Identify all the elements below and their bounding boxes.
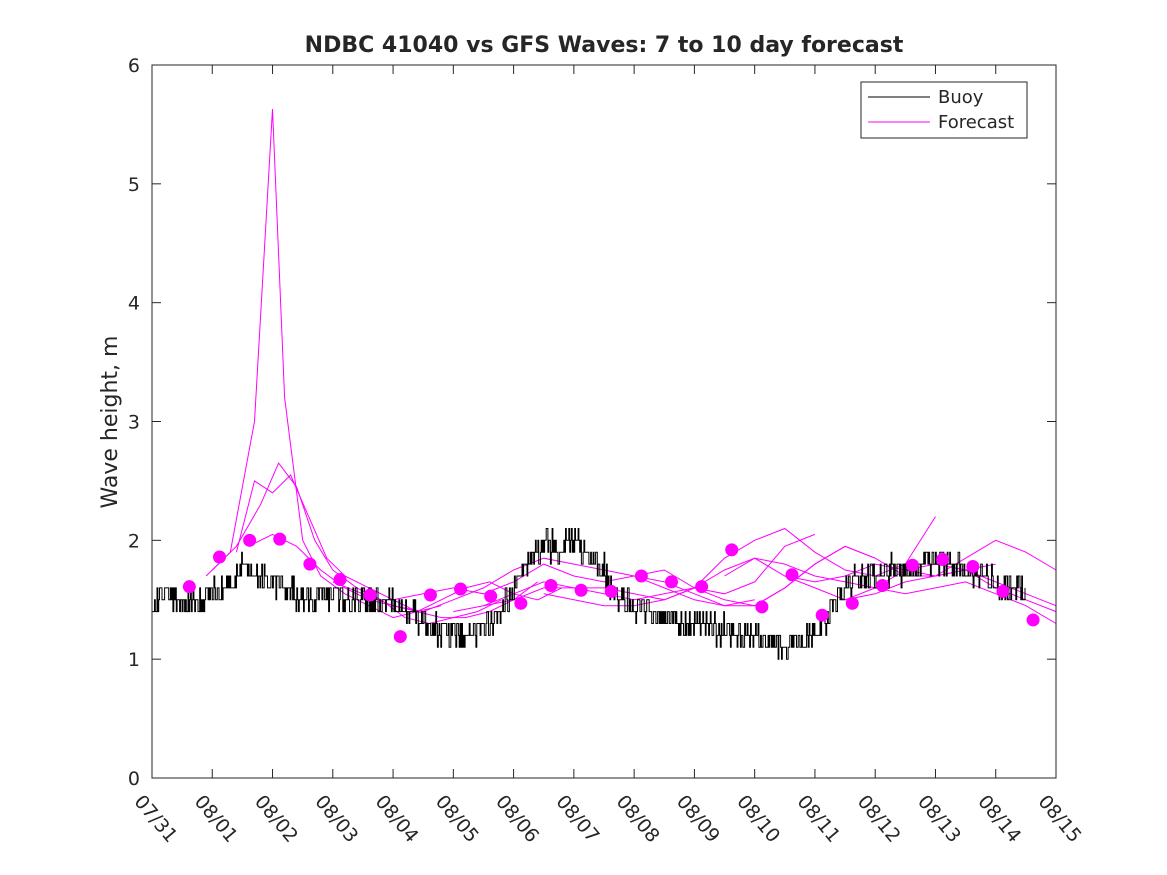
legend-label-forecast: Forecast bbox=[938, 112, 1014, 133]
points-layer bbox=[182, 532, 1040, 644]
plot-area bbox=[152, 65, 1056, 778]
x-tick-label: 08/06 bbox=[491, 791, 543, 847]
forecast-point bbox=[966, 559, 980, 573]
x-tick-label: 08/09 bbox=[672, 791, 724, 847]
forecast-point bbox=[815, 608, 829, 622]
forecast-point bbox=[785, 568, 799, 582]
forecast-point bbox=[845, 596, 859, 610]
legend-label-buoy: Buoy bbox=[938, 87, 984, 108]
forecast-point bbox=[1026, 613, 1040, 627]
x-tick-label: 08/13 bbox=[913, 791, 965, 847]
forecast-point bbox=[182, 580, 196, 594]
forecast-line bbox=[483, 516, 936, 607]
y-tick-label: 0 bbox=[128, 768, 140, 790]
forecast-point bbox=[303, 557, 317, 571]
y-tick-label: 1 bbox=[128, 649, 140, 671]
x-tick-label: 08/07 bbox=[551, 791, 603, 847]
forecast-point bbox=[423, 588, 437, 602]
forecast-point bbox=[875, 578, 889, 592]
x-tick-label: 08/08 bbox=[612, 791, 664, 847]
forecast-point bbox=[363, 588, 377, 602]
x-tick-label: 08/14 bbox=[973, 791, 1025, 847]
forecast-point bbox=[725, 543, 739, 557]
legend: Buoy Forecast bbox=[860, 81, 1028, 139]
forecast-point bbox=[514, 596, 528, 610]
forecast-point bbox=[664, 575, 678, 589]
forecast-point bbox=[936, 552, 950, 566]
y-tick-label: 3 bbox=[128, 412, 140, 434]
forecast-point bbox=[996, 584, 1010, 598]
forecast-point bbox=[906, 558, 920, 572]
x-tick-label: 08/12 bbox=[853, 791, 905, 847]
y-tick-label: 6 bbox=[128, 55, 140, 77]
forecast-point bbox=[273, 532, 287, 546]
forecast-point bbox=[604, 584, 618, 598]
buoy-line bbox=[152, 528, 1026, 660]
chart-title: NDBC 41040 vs GFS Waves: 7 to 10 day for… bbox=[305, 33, 904, 58]
x-tick-label: 08/03 bbox=[310, 791, 362, 847]
forecast-point bbox=[574, 583, 588, 597]
x-tick-label: 08/01 bbox=[190, 791, 242, 847]
x-tick-label: 08/11 bbox=[793, 791, 845, 847]
forecast-line bbox=[634, 539, 1057, 607]
x-tick-label: 08/10 bbox=[732, 791, 784, 847]
y-tick-label: 4 bbox=[128, 293, 140, 315]
forecast-point bbox=[544, 578, 558, 592]
forecast-point bbox=[212, 550, 226, 564]
forecast-point bbox=[393, 630, 407, 644]
x-tick-label: 08/04 bbox=[371, 791, 423, 847]
y-tick-label: 2 bbox=[128, 530, 140, 552]
forecast-point bbox=[333, 573, 347, 587]
legend-box bbox=[860, 81, 1028, 139]
x-tick-label: 08/05 bbox=[431, 791, 483, 847]
x-tick-label: 07/31 bbox=[130, 791, 182, 847]
forecast-point bbox=[755, 600, 769, 614]
y-axis-label: Wave height, m bbox=[98, 336, 123, 509]
forecast-point bbox=[484, 589, 498, 603]
x-tick-label: 08/02 bbox=[250, 791, 302, 847]
forecast-point bbox=[695, 580, 709, 594]
forecast-point bbox=[243, 533, 257, 547]
forecast-point bbox=[454, 582, 468, 596]
x-tick-label: 08/15 bbox=[1034, 791, 1086, 847]
y-tick-label: 5 bbox=[128, 174, 140, 196]
forecast-line bbox=[332, 557, 755, 613]
forecast-point bbox=[634, 569, 648, 583]
